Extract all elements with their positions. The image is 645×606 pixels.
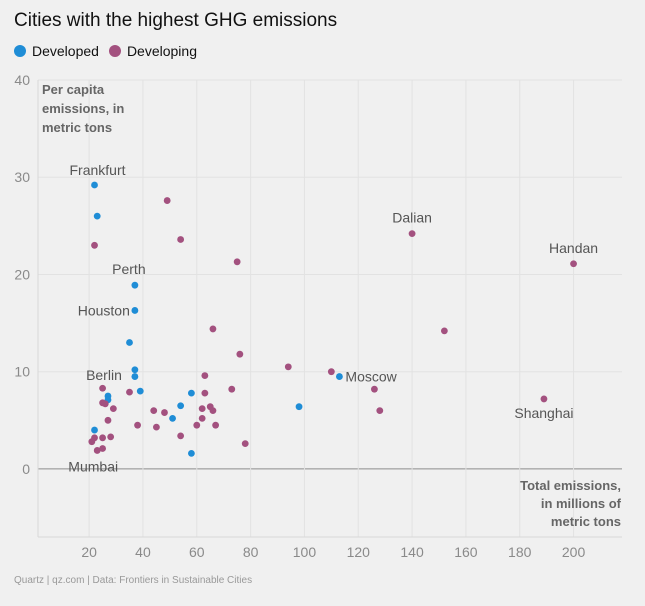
data-point-developing bbox=[408, 230, 416, 238]
city-label-dalian: Dalian bbox=[392, 210, 432, 226]
data-point-developing bbox=[236, 350, 244, 358]
data-point-developing bbox=[198, 405, 206, 413]
legend-item-developed: Developed bbox=[14, 43, 99, 59]
legend-label-developed: Developed bbox=[32, 43, 99, 59]
data-point-developed bbox=[136, 387, 144, 395]
y-tick-label: 0 bbox=[22, 461, 30, 477]
data-point-developing bbox=[228, 385, 236, 393]
data-point-developed bbox=[131, 373, 139, 380]
data-point-developing bbox=[198, 414, 206, 422]
data-point-developing bbox=[241, 440, 249, 448]
data-point-developing bbox=[540, 395, 548, 403]
data-point-developing bbox=[126, 388, 133, 396]
city-label-perth: Perth bbox=[112, 261, 145, 277]
data-point-developed bbox=[91, 181, 98, 189]
y-axis-title: emissions, in bbox=[42, 101, 124, 116]
data-point-developed bbox=[131, 281, 139, 289]
data-point-developing bbox=[193, 421, 201, 429]
legend-label-developing: Developing bbox=[126, 43, 197, 59]
data-point-developing bbox=[153, 423, 160, 431]
x-tick-label: 180 bbox=[508, 544, 532, 560]
data-point-developed bbox=[295, 403, 303, 411]
data-point-developed bbox=[177, 402, 185, 410]
city-label-berlin: Berlin bbox=[86, 367, 122, 383]
y-tick-label: 10 bbox=[14, 364, 30, 380]
x-tick-label: 80 bbox=[243, 544, 259, 560]
x-tick-label: 160 bbox=[454, 544, 478, 560]
data-point-developing bbox=[99, 434, 106, 442]
data-point-developing bbox=[91, 241, 98, 249]
y-axis-title: metric tons bbox=[42, 120, 112, 135]
data-point-developing bbox=[201, 389, 209, 397]
city-label-handan: Handan bbox=[549, 240, 598, 256]
data-point-developing bbox=[177, 236, 185, 243]
x-axis-title: Total emissions, bbox=[520, 478, 621, 493]
data-point-developing bbox=[201, 372, 209, 379]
data-point-developing bbox=[93, 447, 101, 454]
data-point-developed bbox=[131, 307, 139, 314]
chart-title: Cities with the highest GHG emissions bbox=[14, 10, 338, 31]
data-point-developing bbox=[107, 433, 115, 441]
data-point-developed bbox=[91, 426, 98, 434]
data-point-developing bbox=[163, 197, 171, 204]
data-point-developing bbox=[284, 363, 292, 371]
x-tick-label: 120 bbox=[347, 544, 371, 560]
legend-swatch-developed bbox=[14, 45, 26, 57]
data-point-developing bbox=[104, 416, 112, 424]
data-point-developing bbox=[150, 407, 158, 414]
data-point-developing bbox=[376, 407, 384, 414]
city-label-houston: Houston bbox=[78, 302, 130, 318]
data-point-developing bbox=[101, 400, 109, 408]
data-point-developing bbox=[440, 327, 448, 335]
data-point-developing bbox=[99, 445, 106, 452]
data-point-developed bbox=[131, 366, 139, 374]
y-tick-label: 30 bbox=[14, 169, 30, 185]
source-footer: Quartz | qz.com | Data: Frontiers in Sus… bbox=[14, 575, 253, 586]
data-point-developed bbox=[169, 414, 176, 422]
y-axis-title: Per capita bbox=[42, 82, 105, 97]
data-point-developing bbox=[570, 260, 577, 268]
legend-swatch-developing bbox=[108, 45, 121, 57]
data-point-developing bbox=[161, 409, 168, 416]
x-tick-label: 200 bbox=[562, 544, 586, 560]
data-point-developing bbox=[134, 421, 141, 429]
data-point-developing bbox=[209, 325, 217, 333]
data-point-developed bbox=[126, 339, 133, 346]
x-axis-title: metric tons bbox=[551, 514, 621, 529]
data-point-developing bbox=[233, 258, 241, 266]
data-point-developed bbox=[93, 212, 101, 220]
legend: Developed Developing bbox=[14, 43, 207, 59]
data-point-developing bbox=[109, 405, 117, 413]
x-tick-label: 20 bbox=[81, 544, 97, 560]
x-tick-label: 100 bbox=[293, 544, 317, 560]
y-tick-label: 20 bbox=[14, 266, 30, 282]
data-point-developing bbox=[371, 385, 378, 393]
city-label-shanghai: Shanghai bbox=[514, 405, 573, 421]
data-point-developing bbox=[327, 368, 335, 376]
x-tick-label: 40 bbox=[135, 544, 151, 560]
data-point-developed bbox=[336, 373, 343, 380]
city-label-frankfurt: Frankfurt bbox=[70, 162, 126, 178]
x-axis-title: in millions of bbox=[541, 496, 622, 511]
y-tick-label: 40 bbox=[14, 72, 30, 88]
x-tick-label: 140 bbox=[400, 544, 424, 560]
data-point-developed bbox=[188, 389, 195, 397]
city-label-moscow: Moscow bbox=[345, 369, 397, 385]
data-point-developed bbox=[188, 449, 195, 457]
data-point-developing bbox=[212, 421, 220, 429]
city-label-mumbai: Mumbai bbox=[68, 458, 118, 474]
data-point-developing bbox=[99, 384, 106, 392]
data-point-developing bbox=[91, 434, 98, 442]
data-point-developing bbox=[209, 407, 217, 414]
legend-item-developing: Developing bbox=[108, 43, 197, 59]
x-tick-label: 60 bbox=[189, 544, 205, 560]
data-point-developing bbox=[177, 432, 185, 440]
